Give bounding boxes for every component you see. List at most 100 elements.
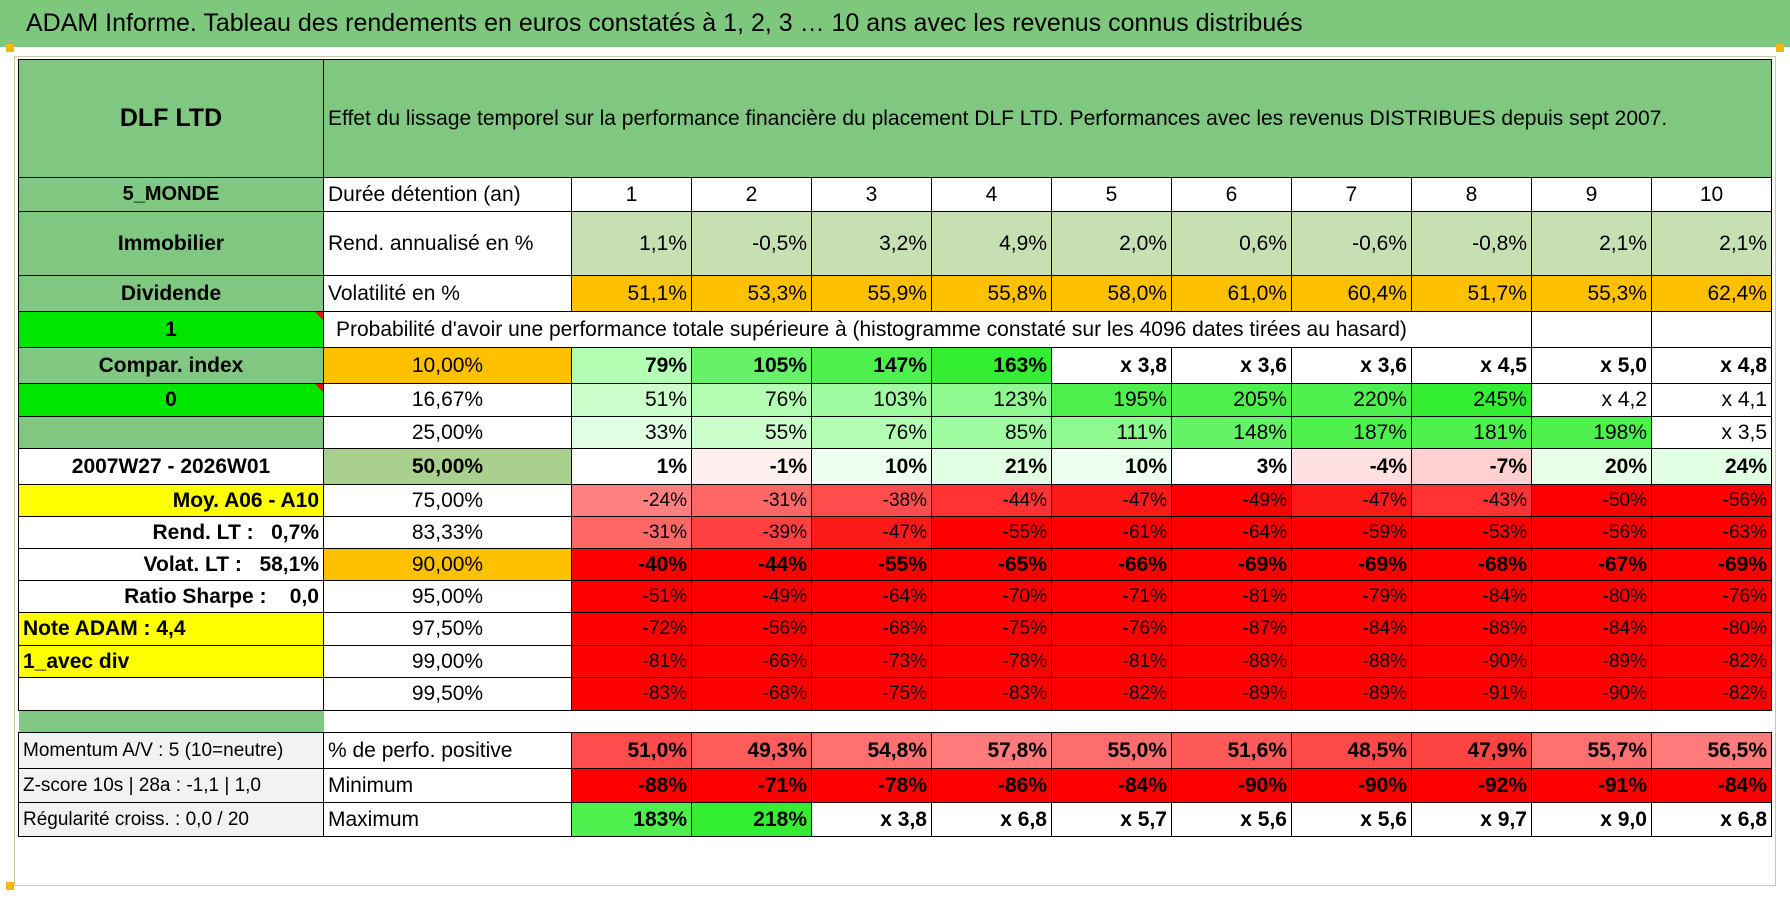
volat-lt-label: Volat. LT : (143, 552, 242, 576)
prob-value-cell: -75% (811, 677, 932, 711)
prob-value-cell: -90% (1411, 645, 1532, 678)
prob-value-cell: 10% (811, 448, 932, 485)
prob-value-cell: x 5,0 (1531, 347, 1652, 384)
positive-value-cell: 49,3% (691, 732, 812, 769)
sharpe-value: 0,0 (289, 584, 319, 608)
prob-value-cell: 205% (1171, 383, 1292, 417)
positive-value-cell: 55,7% (1531, 732, 1652, 769)
positive-value-cell: 56,5% (1650, 732, 1773, 769)
prob-value-cell: x 3,5 (1650, 416, 1773, 449)
prob-value-cell: 111% (1051, 416, 1172, 449)
prob-value-cell: -64% (1171, 516, 1292, 549)
volatility-label: Volatilité en % (323, 275, 572, 312)
spacer (324, 711, 1772, 733)
volatility-cell: 53,3% (691, 275, 812, 312)
zone-label: 5_MONDE (18, 177, 324, 212)
prob-row: Volat. LT : 58,1% 90,00% -40% -44% -55% -65… (18, 548, 1773, 581)
spacer-green (18, 710, 324, 733)
year-header: 1 (571, 177, 692, 212)
prob-value-cell: -63% (1650, 516, 1773, 549)
prob-value-cell: -72% (571, 612, 692, 646)
prob-value-cell: -67% (1531, 548, 1652, 581)
prob-value-cell: -75% (931, 612, 1052, 646)
prob-row: Note ADAM : 4,4 97,50% -72% -56% -68% -75% -… (18, 612, 1773, 646)
probability-threshold: 25,00% (323, 416, 572, 449)
prob-value-cell: x 4,1 (1650, 383, 1773, 417)
corner-marker-right (1776, 44, 1784, 52)
probability-threshold: 97,50% (323, 612, 572, 646)
prob-value-cell: -56% (1531, 516, 1652, 549)
probability-threshold: 75,00% (323, 484, 572, 517)
probability-threshold: 90,00% (323, 548, 572, 581)
positive-value-cell: 48,5% (1291, 732, 1412, 769)
prob-value-cell: -90% (1531, 677, 1652, 711)
prob-value-cell: -43% (1411, 484, 1532, 517)
prob-value-cell: -81% (571, 645, 692, 678)
prob-value-cell: x 4,2 (1531, 383, 1652, 417)
prob-value-cell: -80% (1531, 580, 1652, 613)
prob-row: Compar. index 10,00% 79% 105% 147% 163% x 3,… (18, 347, 1773, 384)
positive-value-cell: 54,8% (811, 732, 932, 769)
prob-value-cell: -83% (931, 677, 1052, 711)
prob-row: Moy. A06 - A10 75,00% -24% -31% -38% -44% -4… (18, 484, 1773, 517)
compar-index-label: Compar. index (18, 347, 324, 384)
positive-value-cell: 55,0% (1051, 732, 1172, 769)
prob-value-cell: -80% (1650, 612, 1773, 646)
maximum-value-cell: x 5,6 (1291, 802, 1412, 837)
div-mode: 1_avec div (18, 645, 324, 678)
year-header: 6 (1171, 177, 1292, 212)
annualized-cell: 1,1% (571, 211, 692, 276)
prob-value-cell: -84% (1531, 612, 1652, 646)
probability-threshold: 10,00% (323, 347, 572, 384)
probability-threshold: 95,00% (323, 580, 572, 613)
prob-value-cell: -49% (691, 580, 812, 613)
minimum-row: Z-score 10s | 28a : -1,1 | 1,0 Minimum -… (18, 768, 1773, 803)
corner-marker-left (6, 44, 14, 52)
corner-marker-bottom-left (6, 882, 14, 890)
probability-threshold: 50,00% (323, 448, 572, 485)
prob-value-cell: -47% (1051, 484, 1172, 517)
prob-value-cell: -4% (1291, 448, 1412, 485)
performance-table: DLF LTD Effet du lissage temporel sur la… (18, 59, 1773, 837)
annualized-cell: 2,1% (1531, 211, 1652, 276)
prob-value-cell: -31% (691, 484, 812, 517)
prob-value-cell: 148% (1171, 416, 1292, 449)
year-header: 5 (1051, 177, 1172, 212)
zscore-label: Z-score 10s | 28a : -1,1 | 1,0 (18, 768, 324, 803)
fund-description: Effet du lissage temporel sur la perform… (322, 59, 1773, 178)
prob-value-cell: -66% (1051, 548, 1172, 581)
probability-threshold: 99,50% (323, 677, 572, 711)
probability-caption: Probabilité d'avoir une performance tota… (323, 311, 1532, 348)
volatility-cell: 55,3% (1531, 275, 1652, 312)
prob-value-cell: -76% (1051, 612, 1172, 646)
probability-threshold: 16,67% (323, 383, 572, 417)
prob-value-cell: x 3,6 (1291, 347, 1412, 384)
prob-value-cell: 245% (1411, 383, 1532, 417)
momentum-label: Momentum A/V : 5 (10=neutre) (18, 732, 324, 769)
maximum-value-cell: x 9,0 (1531, 802, 1652, 837)
prob-value-cell: -88% (1171, 645, 1292, 678)
prob-value-cell: -1% (691, 448, 812, 485)
year-header: 4 (931, 177, 1052, 212)
prob-value-cell: -44% (931, 484, 1052, 517)
prob-value-cell: -89% (1531, 645, 1652, 678)
year-header: 8 (1411, 177, 1532, 212)
volatility-cell: 55,9% (811, 275, 932, 312)
prob-value-cell: -47% (811, 516, 932, 549)
maximum-value-cell: x 6,8 (1650, 802, 1773, 837)
prob-value-cell: x 4,8 (1650, 347, 1773, 384)
prob-value-cell: 181% (1411, 416, 1532, 449)
empty-cell (1531, 311, 1652, 348)
prob-value-cell: -66% (691, 645, 812, 678)
prob-value-cell: -76% (1650, 580, 1773, 613)
positive-value-cell: 47,9% (1411, 732, 1532, 769)
prob-value-cell: -68% (691, 677, 812, 711)
maximum-label: Maximum (323, 802, 572, 837)
prob-value-cell: 24% (1650, 448, 1773, 485)
annualized-cell: 2,0% (1051, 211, 1172, 276)
prob-value-cell: -69% (1291, 548, 1412, 581)
prob-value-cell: x 3,8 (1051, 347, 1172, 384)
rend-lt-label: Rend. LT : (152, 520, 254, 544)
content-frame (14, 56, 1776, 886)
volatility-cell: 61,0% (1171, 275, 1292, 312)
